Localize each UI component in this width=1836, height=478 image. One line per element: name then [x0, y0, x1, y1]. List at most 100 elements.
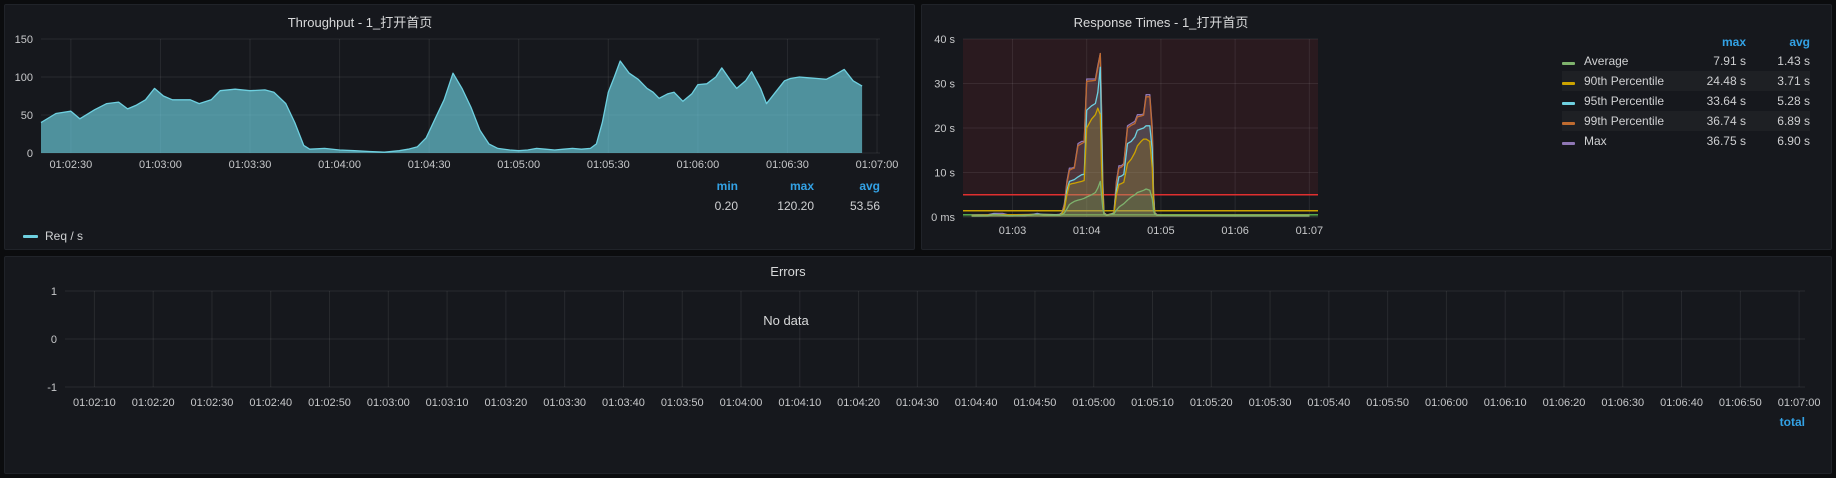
svg-text:01:04:30: 01:04:30	[896, 397, 939, 409]
series-avg-value: 3.71 s	[1777, 74, 1810, 88]
svg-text:10 s: 10 s	[934, 168, 955, 180]
svg-text:-1: -1	[47, 382, 57, 394]
legend-header-avg[interactable]: avg	[1789, 35, 1810, 49]
svg-text:100: 100	[15, 72, 33, 84]
response-legend-rows: Average 7.91 s 1.43 s 90th Percentile 24.48 …	[1562, 51, 1810, 151]
series-color-dash-icon	[1562, 114, 1580, 128]
svg-text:01:04:00: 01:04:00	[720, 397, 763, 409]
series-label: 99th Percentile	[1584, 114, 1665, 128]
svg-text:01:02:10: 01:02:10	[73, 397, 116, 409]
stat-value-max: 120.20	[777, 199, 814, 213]
svg-text:20 s: 20 s	[934, 123, 955, 135]
series-color-dash-icon	[1562, 94, 1580, 108]
svg-text:01:07:00: 01:07:00	[1778, 397, 1821, 409]
legend-row-95th-percentile[interactable]: 95th Percentile 33.64 s 5.28 s	[1562, 91, 1810, 111]
legend-row-90th-percentile[interactable]: 90th Percentile 24.48 s 3.71 s	[1562, 71, 1810, 91]
svg-text:01:06:50: 01:06:50	[1719, 397, 1762, 409]
svg-text:01:04:50: 01:04:50	[1014, 397, 1057, 409]
svg-text:1: 1	[51, 286, 57, 298]
series-avg-value: 6.90 s	[1777, 134, 1810, 148]
svg-text:01:06:00: 01:06:00	[1425, 397, 1468, 409]
svg-text:01:06:30: 01:06:30	[766, 159, 809, 171]
svg-text:01:03:40: 01:03:40	[602, 397, 645, 409]
svg-text:01:03:30: 01:03:30	[543, 397, 586, 409]
svg-text:01:02:40: 01:02:40	[249, 397, 292, 409]
svg-text:01:05:30: 01:05:30	[1249, 397, 1292, 409]
svg-text:01:05:50: 01:05:50	[1366, 397, 1409, 409]
throughput-chart[interactable]: 01:02:30 01:03:00 01:03:30 01:04:00 01:04:30…	[5, 5, 916, 251]
svg-text:0: 0	[51, 334, 57, 346]
svg-text:01:03:00: 01:03:00	[367, 397, 410, 409]
legend-row-average[interactable]: Average 7.91 s 1.43 s	[1562, 51, 1810, 71]
errors-chart[interactable]: 01:02:10 01:02:20 01:02:30 01:02:40 01:02:50…	[5, 257, 1833, 475]
svg-text:50: 50	[21, 110, 33, 122]
throughput-stats: min max avg 0.20 120.20 53.56	[676, 179, 880, 217]
svg-text:01:04:40: 01:04:40	[955, 397, 998, 409]
series-avg-value: 5.28 s	[1777, 94, 1810, 108]
legend-row-max[interactable]: Max 36.75 s 6.90 s	[1562, 131, 1810, 151]
svg-text:01:06: 01:06	[1221, 225, 1249, 237]
svg-text:0: 0	[27, 148, 33, 160]
series-max-value: 24.48 s	[1706, 74, 1746, 88]
svg-text:01:07:00: 01:07:00	[856, 159, 899, 171]
stat-value-avg: 53.56	[849, 199, 880, 213]
legend-row-99th-percentile[interactable]: 99th Percentile 36.74 s 6.89 s	[1562, 111, 1810, 131]
svg-text:30 s: 30 s	[934, 79, 955, 91]
svg-text:01:02:30: 01:02:30	[191, 397, 234, 409]
svg-text:01:03:50: 01:03:50	[661, 397, 704, 409]
stat-header-max[interactable]: max	[789, 179, 814, 193]
stat-header-avg[interactable]: avg	[859, 179, 880, 193]
series-color-dash-icon	[1562, 54, 1580, 68]
svg-text:01:03:00: 01:03:00	[139, 159, 182, 171]
series-label: 95th Percentile	[1584, 94, 1665, 108]
series-color-dash-icon	[1562, 134, 1580, 148]
svg-text:01:02:20: 01:02:20	[132, 397, 175, 409]
svg-text:01:03:20: 01:03:20	[484, 397, 527, 409]
svg-text:01:02:50: 01:02:50	[308, 397, 351, 409]
errors-legend-header-total[interactable]: total	[1779, 415, 1805, 429]
svg-text:No data: No data	[763, 313, 809, 328]
svg-text:01:02:30: 01:02:30	[49, 159, 92, 171]
panel-title-errors[interactable]: Errors	[770, 264, 806, 279]
svg-text:01:06:30: 01:06:30	[1601, 397, 1644, 409]
panel-response-times: Response Times - 1_打开首页 01:03 01:04 01:05 0…	[921, 4, 1832, 250]
series-label: Max	[1584, 134, 1607, 148]
legend-header-max[interactable]: max	[1721, 35, 1746, 49]
series-label: 90th Percentile	[1584, 74, 1665, 88]
panel-title-throughput[interactable]: Throughput - 1_打开首页	[287, 15, 433, 30]
svg-text:01:04:10: 01:04:10	[778, 397, 821, 409]
series-color-dash-icon	[1562, 74, 1580, 88]
stat-header-min[interactable]: min	[716, 179, 738, 193]
series-max-value: 36.75 s	[1706, 134, 1746, 148]
svg-text:01:06:00: 01:06:00	[676, 159, 719, 171]
svg-text:01:05:10: 01:05:10	[1131, 397, 1174, 409]
svg-text:01:05: 01:05	[1147, 225, 1175, 237]
response-legend-header: max avg	[1562, 33, 1810, 51]
svg-text:0 ms: 0 ms	[931, 212, 955, 224]
series-label: Req / s	[45, 229, 84, 243]
svg-text:01:07: 01:07	[1296, 225, 1324, 237]
series-max-value: 36.74 s	[1706, 114, 1746, 128]
svg-text:01:05:00: 01:05:00	[497, 159, 540, 171]
legend-item-reqs[interactable]: Req / s	[23, 227, 83, 245]
svg-text:01:04:30: 01:04:30	[408, 159, 451, 171]
panel-errors: Errors 01:02:10 01:02:20 01:02:30 01:02:40 0…	[4, 256, 1832, 474]
svg-text:01:06:20: 01:06:20	[1543, 397, 1586, 409]
svg-text:01:03: 01:03	[999, 225, 1027, 237]
svg-text:01:05:20: 01:05:20	[1190, 397, 1233, 409]
svg-text:150: 150	[15, 34, 33, 46]
svg-text:01:04: 01:04	[1073, 225, 1101, 237]
svg-text:01:06:10: 01:06:10	[1484, 397, 1527, 409]
svg-text:01:06:40: 01:06:40	[1660, 397, 1703, 409]
series-max-value: 7.91 s	[1713, 54, 1746, 68]
svg-text:01:03:10: 01:03:10	[426, 397, 469, 409]
series-color-dash-icon	[23, 234, 38, 238]
series-label: Average	[1584, 54, 1629, 68]
series-avg-value: 6.89 s	[1777, 114, 1810, 128]
svg-text:01:04:00: 01:04:00	[318, 159, 361, 171]
panel-title-response-times[interactable]: Response Times - 1_打开首页	[1073, 15, 1249, 30]
response-times-chart[interactable]: 01:03 01:04 01:05 01:06 01:07 0 ms 10 s 20 s 30 …	[922, 5, 1833, 251]
stat-value-min: 0.20	[714, 199, 738, 213]
svg-text:01:03:30: 01:03:30	[229, 159, 272, 171]
